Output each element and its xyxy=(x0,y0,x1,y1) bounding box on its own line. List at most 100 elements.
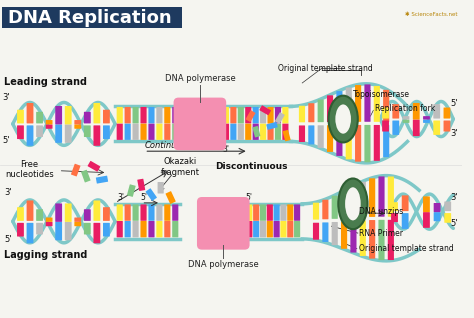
FancyBboxPatch shape xyxy=(133,221,139,237)
FancyBboxPatch shape xyxy=(238,107,244,123)
Text: Leading strand: Leading strand xyxy=(4,77,87,87)
Text: 5': 5' xyxy=(450,99,458,108)
FancyBboxPatch shape xyxy=(369,220,375,259)
FancyBboxPatch shape xyxy=(444,121,450,132)
Ellipse shape xyxy=(328,96,358,142)
FancyBboxPatch shape xyxy=(27,103,34,123)
FancyBboxPatch shape xyxy=(402,213,409,229)
FancyBboxPatch shape xyxy=(355,85,361,122)
FancyBboxPatch shape xyxy=(318,125,324,148)
FancyBboxPatch shape xyxy=(260,221,266,237)
FancyBboxPatch shape xyxy=(337,125,343,156)
FancyBboxPatch shape xyxy=(230,107,237,123)
Text: 5': 5' xyxy=(4,235,11,245)
FancyBboxPatch shape xyxy=(253,204,259,221)
FancyBboxPatch shape xyxy=(246,221,253,237)
FancyBboxPatch shape xyxy=(172,221,178,237)
FancyBboxPatch shape xyxy=(378,176,384,217)
FancyBboxPatch shape xyxy=(350,221,356,252)
FancyBboxPatch shape xyxy=(434,212,440,221)
FancyBboxPatch shape xyxy=(156,221,163,237)
FancyBboxPatch shape xyxy=(172,204,178,221)
FancyBboxPatch shape xyxy=(140,107,146,123)
Text: 5': 5' xyxy=(246,193,253,202)
FancyBboxPatch shape xyxy=(103,223,110,237)
FancyBboxPatch shape xyxy=(378,220,384,260)
FancyBboxPatch shape xyxy=(294,204,300,221)
FancyBboxPatch shape xyxy=(84,112,91,123)
FancyBboxPatch shape xyxy=(275,123,281,140)
FancyBboxPatch shape xyxy=(360,220,366,256)
FancyBboxPatch shape xyxy=(287,221,293,237)
FancyBboxPatch shape xyxy=(96,176,108,183)
FancyBboxPatch shape xyxy=(46,222,53,226)
FancyBboxPatch shape xyxy=(238,123,244,140)
FancyBboxPatch shape xyxy=(2,7,182,28)
FancyBboxPatch shape xyxy=(433,104,440,119)
FancyBboxPatch shape xyxy=(444,213,451,223)
FancyBboxPatch shape xyxy=(84,223,91,234)
Text: 3': 3' xyxy=(450,193,458,202)
FancyBboxPatch shape xyxy=(283,123,289,140)
FancyBboxPatch shape xyxy=(383,90,389,122)
FancyBboxPatch shape xyxy=(27,125,34,146)
Text: Lagging strand: Lagging strand xyxy=(4,251,87,260)
FancyBboxPatch shape xyxy=(140,204,146,221)
FancyBboxPatch shape xyxy=(65,222,72,240)
FancyBboxPatch shape xyxy=(74,218,81,222)
Text: 5': 5' xyxy=(140,193,147,202)
FancyBboxPatch shape xyxy=(322,222,328,242)
FancyBboxPatch shape xyxy=(84,125,91,137)
FancyBboxPatch shape xyxy=(318,100,324,122)
FancyBboxPatch shape xyxy=(133,204,139,221)
FancyBboxPatch shape xyxy=(17,223,24,237)
FancyBboxPatch shape xyxy=(267,123,273,140)
FancyBboxPatch shape xyxy=(133,123,139,140)
FancyBboxPatch shape xyxy=(223,107,229,123)
FancyBboxPatch shape xyxy=(88,161,100,172)
FancyBboxPatch shape xyxy=(313,223,319,240)
FancyBboxPatch shape xyxy=(55,124,62,143)
Text: DNA polymerase: DNA polymerase xyxy=(188,260,259,269)
FancyBboxPatch shape xyxy=(117,123,123,140)
FancyBboxPatch shape xyxy=(156,204,163,221)
FancyBboxPatch shape xyxy=(36,112,43,123)
Text: Original template strand: Original template strand xyxy=(359,244,454,253)
FancyBboxPatch shape xyxy=(164,204,171,221)
FancyBboxPatch shape xyxy=(266,122,278,130)
FancyBboxPatch shape xyxy=(253,221,259,237)
FancyBboxPatch shape xyxy=(388,176,394,217)
FancyBboxPatch shape xyxy=(74,124,81,129)
FancyBboxPatch shape xyxy=(156,107,163,123)
FancyBboxPatch shape xyxy=(103,110,110,123)
FancyBboxPatch shape xyxy=(287,204,293,221)
FancyBboxPatch shape xyxy=(164,221,171,237)
FancyBboxPatch shape xyxy=(275,112,285,124)
FancyBboxPatch shape xyxy=(117,221,123,237)
FancyBboxPatch shape xyxy=(327,125,333,152)
FancyBboxPatch shape xyxy=(413,103,419,120)
Text: 3': 3' xyxy=(222,145,229,154)
FancyBboxPatch shape xyxy=(374,86,380,122)
FancyBboxPatch shape xyxy=(259,105,271,115)
FancyBboxPatch shape xyxy=(223,123,229,140)
FancyBboxPatch shape xyxy=(260,123,266,140)
FancyBboxPatch shape xyxy=(246,110,255,122)
FancyBboxPatch shape xyxy=(17,125,24,139)
FancyBboxPatch shape xyxy=(267,204,273,221)
FancyBboxPatch shape xyxy=(273,204,280,221)
Text: Free
nucleotides: Free nucleotides xyxy=(5,160,54,179)
FancyBboxPatch shape xyxy=(360,182,366,217)
FancyBboxPatch shape xyxy=(374,125,380,161)
FancyBboxPatch shape xyxy=(125,221,131,237)
FancyBboxPatch shape xyxy=(341,221,347,249)
FancyBboxPatch shape xyxy=(146,188,157,201)
FancyBboxPatch shape xyxy=(260,204,266,221)
FancyBboxPatch shape xyxy=(65,124,72,143)
Polygon shape xyxy=(182,7,195,28)
FancyBboxPatch shape xyxy=(148,221,155,237)
FancyBboxPatch shape xyxy=(117,107,123,123)
FancyBboxPatch shape xyxy=(423,116,430,120)
FancyBboxPatch shape xyxy=(346,87,352,122)
FancyBboxPatch shape xyxy=(253,123,259,140)
